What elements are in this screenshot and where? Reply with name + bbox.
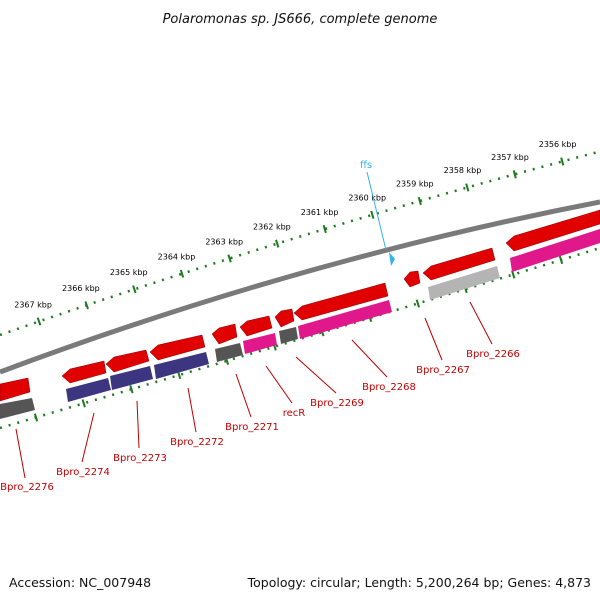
leader-recr xyxy=(265,365,293,404)
cds-arrow-bpro-2274 xyxy=(66,378,111,402)
genome-backbone xyxy=(0,199,600,375)
cds-arrow xyxy=(510,229,600,272)
gene-arrow xyxy=(239,315,273,337)
ffs-label: ffs xyxy=(360,160,372,171)
feature-labels: Bpro_2266 Bpro_2267 Bpro_2268 Bpro_2269 … xyxy=(0,349,520,493)
label-bpro-2267: Bpro_2267 xyxy=(416,365,470,376)
kbp-tick-marks xyxy=(36,157,565,326)
label-bpro-2266: Bpro_2266 xyxy=(466,349,520,360)
leader-bpro-2269 xyxy=(295,356,337,394)
feature-leader-lines xyxy=(15,301,493,479)
leader-bpro-2266 xyxy=(469,301,493,345)
inner-tick xyxy=(129,385,134,394)
kbp-tick xyxy=(227,254,232,263)
map-title: Polaromonas sp. JS666, complete genome xyxy=(163,12,438,27)
kbp-tick-label: 2364 kbp xyxy=(158,253,196,262)
cds-arrow-bpro-2266 xyxy=(428,266,500,300)
kbp-tick xyxy=(417,196,422,206)
label-bpro-2271: Bpro_2271 xyxy=(225,422,279,433)
kbp-tick-label: 2362 kbp xyxy=(253,222,291,231)
gene-arrow xyxy=(149,334,206,361)
cds-arrow-recr xyxy=(243,333,277,354)
kbp-tick xyxy=(465,183,470,192)
gene-arrow xyxy=(274,308,295,328)
cds-arrow-bpro-2271 xyxy=(215,343,243,362)
gene-arrow xyxy=(105,349,150,373)
label-bpro-2268: Bpro_2268 xyxy=(362,382,416,393)
inner-tick xyxy=(511,270,516,279)
kbp-tick xyxy=(36,317,42,326)
label-bpro-2269: Bpro_2269 xyxy=(310,398,364,409)
kbp-tick xyxy=(560,157,565,166)
kbp-tick-label: 2365 kbp xyxy=(110,268,148,277)
gene-arrow xyxy=(61,360,107,384)
leader-bpro-2267 xyxy=(424,317,443,361)
kbp-tick xyxy=(179,269,185,278)
leader-bpro-2273 xyxy=(136,400,140,449)
gene-arrow xyxy=(422,247,496,281)
gene-arrow xyxy=(293,282,389,321)
kbp-tick-label: 2360 kbp xyxy=(348,194,386,203)
label-bpro-2273: Bpro_2273 xyxy=(113,453,167,464)
label-bpro-2272: Bpro_2272 xyxy=(170,437,224,448)
label-recr: recR xyxy=(283,408,306,419)
gene-arrow xyxy=(505,209,600,252)
gene-arrow xyxy=(0,377,31,402)
inner-tick xyxy=(33,413,39,422)
kbp-tick-label: 2367 kbp xyxy=(14,300,52,309)
inner-tick xyxy=(558,255,564,265)
kbp-tick xyxy=(132,285,137,294)
cds-arrow-bpro-2276 xyxy=(0,398,35,419)
inner-tick xyxy=(81,399,86,408)
cds-track xyxy=(0,229,600,419)
leader-bpro-2274 xyxy=(81,412,95,463)
cds-arrow-bpro-2269 xyxy=(279,327,298,344)
gene-track xyxy=(0,209,600,402)
kbp-tick-label: 2361 kbp xyxy=(301,208,339,217)
kbp-tick-label: 2366 kbp xyxy=(62,284,100,293)
kbp-tick xyxy=(275,239,280,248)
kbp-tick xyxy=(512,170,517,179)
label-bpro-2274: Bpro_2274 xyxy=(56,467,110,478)
cds-arrow-bpro-2268 xyxy=(298,300,392,339)
ffs-rna-marker xyxy=(389,252,395,266)
label-bpro-2276: Bpro_2276 xyxy=(0,482,54,493)
accession-text: Accession: NC_007948 xyxy=(9,575,152,590)
leader-bpro-2276 xyxy=(15,428,26,479)
genome-summary-text: Topology: circular; Length: 5,200,264 bp… xyxy=(247,575,591,590)
kbp-tick-label: 2363 kbp xyxy=(205,237,243,246)
inner-tick xyxy=(415,299,420,308)
gene-arrow xyxy=(211,323,238,345)
leader-bpro-2271 xyxy=(235,373,252,418)
kbp-tick xyxy=(84,301,89,310)
cds-arrow-bpro-2272 xyxy=(154,352,209,379)
leader-bpro-2272 xyxy=(187,387,197,433)
cds-arrow-bpro-2273 xyxy=(110,366,153,390)
kbp-tick-labels: 2356 kbp 2357 kbp 2358 kbp 2359 kbp 2360 kbp… xyxy=(14,140,576,309)
leader-bpro-2268 xyxy=(351,339,388,378)
kbp-tick-label: 2359 kbp xyxy=(396,180,434,189)
gene-arrow-bpro-2267 xyxy=(403,270,421,288)
kbp-tick-label: 2358 kbp xyxy=(444,166,482,175)
ffs-leader-line xyxy=(366,171,387,251)
kbp-tick xyxy=(370,210,375,219)
kbp-scale-track xyxy=(0,150,599,337)
kbp-tick xyxy=(322,224,327,234)
kbp-tick-label: 2356 kbp xyxy=(539,140,577,149)
kbp-tick-label: 2357 kbp xyxy=(491,153,529,162)
